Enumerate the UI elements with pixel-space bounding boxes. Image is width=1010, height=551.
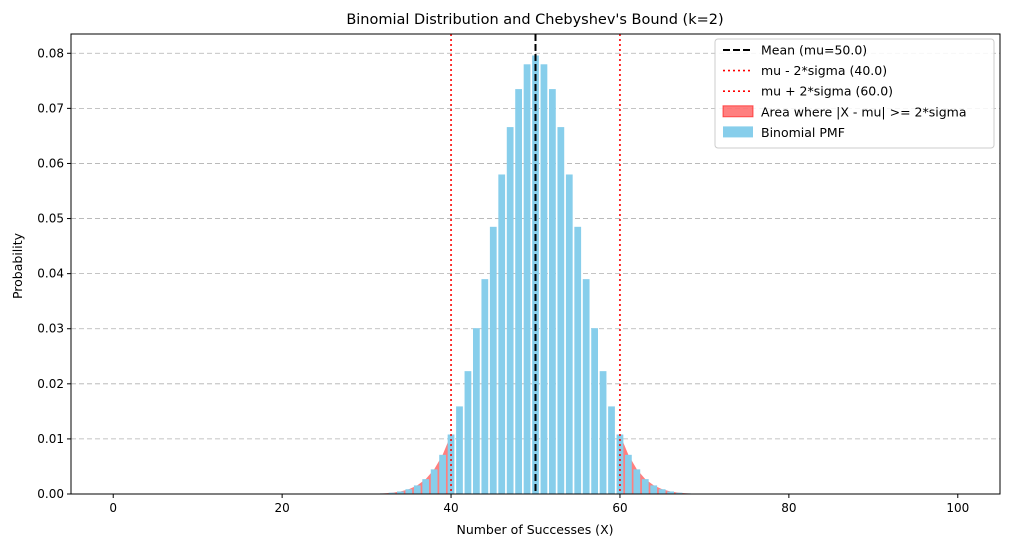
pmf-bar (456, 406, 463, 494)
y-tick-label: 0.06 (37, 156, 64, 170)
pmf-bar (507, 127, 514, 494)
x-axis-label: Number of Successes (X) (456, 522, 613, 537)
chart-title: Binomial Distribution and Chebyshev's Bo… (346, 12, 723, 28)
y-tick-label: 0.07 (37, 101, 64, 115)
legend-label: Binomial PMF (761, 125, 845, 140)
tail-area-left (113, 435, 451, 494)
y-tick-label: 0.05 (37, 212, 64, 226)
x-tick-label: 20 (274, 501, 289, 515)
pmf-bar (557, 127, 564, 494)
pmf-bar (625, 455, 632, 494)
legend-label: Area where |X - mu| >= 2*sigma (761, 104, 967, 119)
legend-handle-patch (723, 126, 753, 137)
pmf-bar (583, 279, 590, 494)
y-tick-label: 0.00 (37, 487, 64, 501)
pmf-bar (473, 328, 480, 494)
pmf-bar (490, 227, 497, 494)
legend: Mean (mu=50.0) mu - 2*sigma (40.0) mu + 2*… (715, 39, 994, 148)
legend-label: mu + 2*sigma (60.0) (761, 84, 893, 99)
x-tick-label: 100 (946, 501, 969, 515)
tail-area-right (620, 435, 958, 494)
pmf-bar (541, 64, 548, 494)
pmf-bar (591, 328, 598, 494)
pmf-bar (566, 174, 573, 494)
pmf-bar (608, 406, 615, 494)
y-axis-label: Probability (10, 232, 25, 299)
x-tick-label: 40 (443, 501, 458, 515)
pmf-bar (642, 479, 649, 494)
pmf-bar (524, 64, 531, 494)
pmf-bar (650, 485, 657, 494)
y-tick-label: 0.02 (37, 377, 64, 391)
pmf-bar (633, 469, 640, 494)
legend-handle-patch (723, 106, 753, 117)
pmf-bar (414, 485, 421, 494)
pmf-bar (600, 371, 607, 494)
legend-label: mu - 2*sigma (40.0) (761, 63, 887, 78)
y-tick-label: 0.01 (37, 432, 64, 446)
legend-label: Mean (mu=50.0) (761, 43, 867, 58)
pmf-bar (481, 279, 488, 494)
y-tick-label: 0.08 (37, 46, 64, 60)
y-tick-label: 0.04 (37, 267, 64, 281)
pmf-bar (439, 455, 446, 494)
pmf-bar (465, 371, 472, 494)
pmf-bar (405, 489, 412, 494)
pmf-bar (515, 89, 522, 494)
pmf-bar (422, 479, 429, 494)
pmf-bar (431, 469, 438, 494)
y-tick-label: 0.03 (37, 322, 64, 336)
x-tick-label: 80 (781, 501, 796, 515)
x-tick-label: 0 (109, 501, 117, 515)
pmf-bar (549, 89, 556, 494)
pmf-bar (498, 174, 505, 494)
x-tick-label: 60 (612, 501, 627, 515)
pmf-bar (574, 227, 581, 494)
pmf-bar (659, 489, 666, 494)
